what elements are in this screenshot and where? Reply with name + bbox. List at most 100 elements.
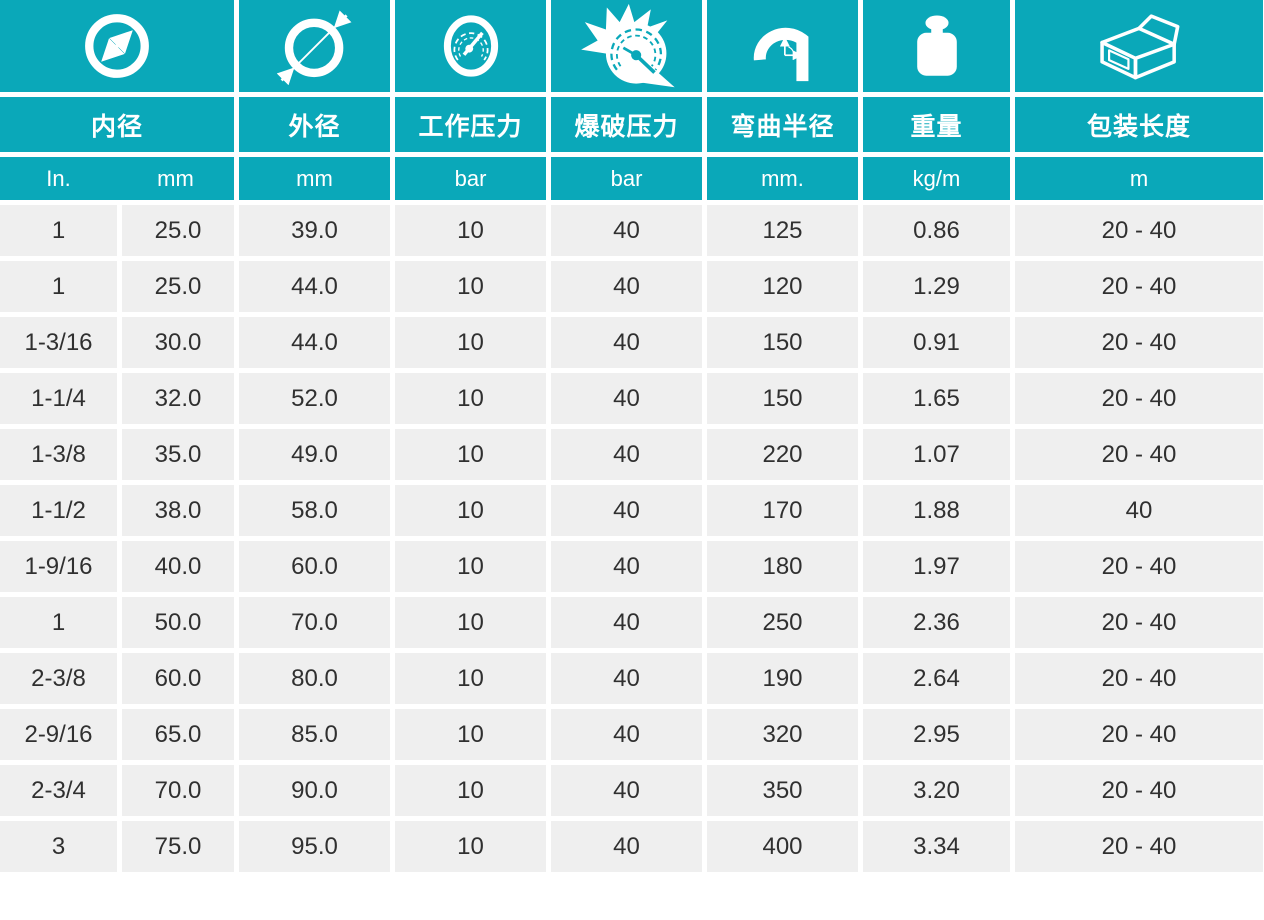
table-cell: 10 xyxy=(395,653,546,704)
table-cell: 44.0 xyxy=(239,261,390,312)
spec-table: 内径 外径 工作压力 爆破压力 弯曲半径 重量 包装长度 In. mm mm b… xyxy=(0,0,1264,872)
table-cell: 20 - 40 xyxy=(1015,541,1263,592)
table-row: 1 25.0 39.0 10 40 125 0.86 20 - 40 xyxy=(0,205,1264,256)
table-cell: 2.95 xyxy=(863,709,1010,760)
table-row: 2-9/16 65.0 85.0 10 40 320 2.95 20 - 40 xyxy=(0,709,1264,760)
table-cell: 70.0 xyxy=(239,597,390,648)
table-cell: 10 xyxy=(395,541,546,592)
header-titles-row: 内径 外径 工作压力 爆破压力 弯曲半径 重量 包装长度 xyxy=(0,97,1264,152)
table-cell: 180 xyxy=(707,541,858,592)
header-icon-cell xyxy=(863,0,1010,92)
table-cell: 10 xyxy=(395,709,546,760)
table-cell: 220 xyxy=(707,429,858,480)
unit-label: In. xyxy=(46,165,71,191)
table-cell: 70.0 xyxy=(122,765,234,816)
table-cell: 3.20 xyxy=(863,765,1010,816)
table-cell: 52.0 xyxy=(239,373,390,424)
table-cell: 40 xyxy=(551,429,702,480)
table-cell: 95.0 xyxy=(239,821,390,872)
header-icon-cell xyxy=(551,0,702,92)
table-row: 1 25.0 44.0 10 40 120 1.29 20 - 40 xyxy=(0,261,1264,312)
header-icon-cell xyxy=(395,0,546,92)
table-cell: 40 xyxy=(551,205,702,256)
table-cell: 20 - 40 xyxy=(1015,429,1263,480)
table-cell: 40 xyxy=(551,653,702,704)
table-cell: 20 - 40 xyxy=(1015,205,1263,256)
table-cell: 20 - 40 xyxy=(1015,765,1263,816)
unit-label: mm xyxy=(157,165,194,191)
table-row: 3 75.0 95.0 10 40 400 3.34 20 - 40 xyxy=(0,821,1264,872)
column-units: m xyxy=(1015,157,1263,200)
table-cell: 60.0 xyxy=(239,541,390,592)
table-cell: 25.0 xyxy=(122,261,234,312)
table-cell: 1.29 xyxy=(863,261,1010,312)
table-cell: 320 xyxy=(707,709,858,760)
table-cell: 2-3/8 xyxy=(0,653,117,704)
table-cell: 2.64 xyxy=(863,653,1010,704)
column-title: 内径 xyxy=(0,97,234,152)
table-cell: 1 xyxy=(0,597,117,648)
column-title: 工作压力 xyxy=(395,97,546,152)
column-units: bar xyxy=(395,157,546,200)
table-cell: 20 - 40 xyxy=(1015,709,1263,760)
table-cell: 35.0 xyxy=(122,429,234,480)
header-units-row: In. mm mm bar bar mm. kg/m m xyxy=(0,157,1264,200)
package-length-icon xyxy=(1088,8,1190,84)
table-row: 2-3/8 60.0 80.0 10 40 190 2.64 20 - 40 xyxy=(0,653,1264,704)
header-icon-cell xyxy=(239,0,390,92)
table-cell: 2-3/4 xyxy=(0,765,117,816)
table-cell: 20 - 40 xyxy=(1015,373,1263,424)
table-cell: 40 xyxy=(551,317,702,368)
table-cell: 10 xyxy=(395,429,546,480)
table-row: 1-3/16 30.0 44.0 10 40 150 0.91 20 - 40 xyxy=(0,317,1264,368)
working-pressure-icon xyxy=(436,9,506,83)
table-cell: 190 xyxy=(707,653,858,704)
table-cell: 40 xyxy=(551,261,702,312)
table-cell: 3 xyxy=(0,821,117,872)
table-cell: 20 - 40 xyxy=(1015,653,1263,704)
table-cell: 32.0 xyxy=(122,373,234,424)
table-cell: 1.07 xyxy=(863,429,1010,480)
table-cell: 1 xyxy=(0,205,117,256)
table-row: 1-1/2 38.0 58.0 10 40 170 1.88 40 xyxy=(0,485,1264,536)
table-row: 1-1/4 32.0 52.0 10 40 150 1.65 20 - 40 xyxy=(0,373,1264,424)
table-cell: 170 xyxy=(707,485,858,536)
table-cell: 65.0 xyxy=(122,709,234,760)
table-cell: 1-1/4 xyxy=(0,373,117,424)
column-title: 包装长度 xyxy=(1015,97,1263,152)
table-cell: 0.86 xyxy=(863,205,1010,256)
outer-diameter-icon xyxy=(276,7,354,85)
table-cell: 350 xyxy=(707,765,858,816)
burst-pressure-icon xyxy=(575,2,679,90)
header-icon-cell xyxy=(707,0,858,92)
table-cell: 1.97 xyxy=(863,541,1010,592)
table-cell: 49.0 xyxy=(239,429,390,480)
table-cell: 58.0 xyxy=(239,485,390,536)
table-cell: 150 xyxy=(707,317,858,368)
table-cell: 1.88 xyxy=(863,485,1010,536)
table-cell: 40 xyxy=(1015,485,1263,536)
table-cell: 125 xyxy=(707,205,858,256)
table-cell: 2-9/16 xyxy=(0,709,117,760)
table-cell: 80.0 xyxy=(239,653,390,704)
table-cell: 39.0 xyxy=(239,205,390,256)
table-cell: 1 xyxy=(0,261,117,312)
column-title: 弯曲半径 xyxy=(707,97,858,152)
table-cell: 400 xyxy=(707,821,858,872)
table-row: 1-9/16 40.0 60.0 10 40 180 1.97 20 - 40 xyxy=(0,541,1264,592)
table-cell: 40 xyxy=(551,765,702,816)
table-row: 1-3/8 35.0 49.0 10 40 220 1.07 20 - 40 xyxy=(0,429,1264,480)
table-cell: 10 xyxy=(395,373,546,424)
table-cell: 10 xyxy=(395,205,546,256)
table-cell: 40 xyxy=(551,541,702,592)
column-title: 爆破压力 xyxy=(551,97,702,152)
table-cell: 30.0 xyxy=(122,317,234,368)
table-cell: 90.0 xyxy=(239,765,390,816)
table-cell: 0.91 xyxy=(863,317,1010,368)
header-icon-cell xyxy=(0,0,234,92)
table-cell: 120 xyxy=(707,261,858,312)
column-units: mm xyxy=(239,157,390,200)
weight-icon xyxy=(904,11,970,81)
table-body: 1 25.0 39.0 10 40 125 0.86 20 - 40 1 25.0 44.0 10 40… xyxy=(0,205,1264,872)
table-cell: 50.0 xyxy=(122,597,234,648)
